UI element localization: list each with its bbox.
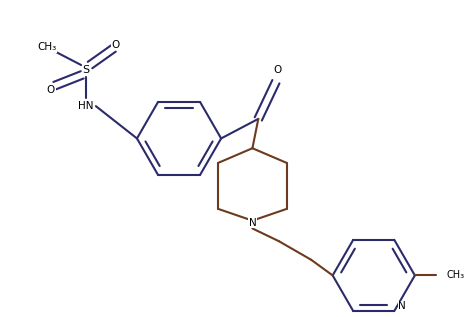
Text: CH₃: CH₃ — [37, 42, 57, 52]
Text: HN: HN — [78, 101, 94, 111]
Text: O: O — [111, 40, 120, 49]
Text: CH₃: CH₃ — [446, 270, 464, 281]
Text: O: O — [274, 65, 282, 75]
Text: O: O — [47, 85, 55, 94]
Text: N: N — [398, 301, 406, 311]
Text: S: S — [83, 65, 90, 75]
Text: N: N — [249, 217, 256, 228]
